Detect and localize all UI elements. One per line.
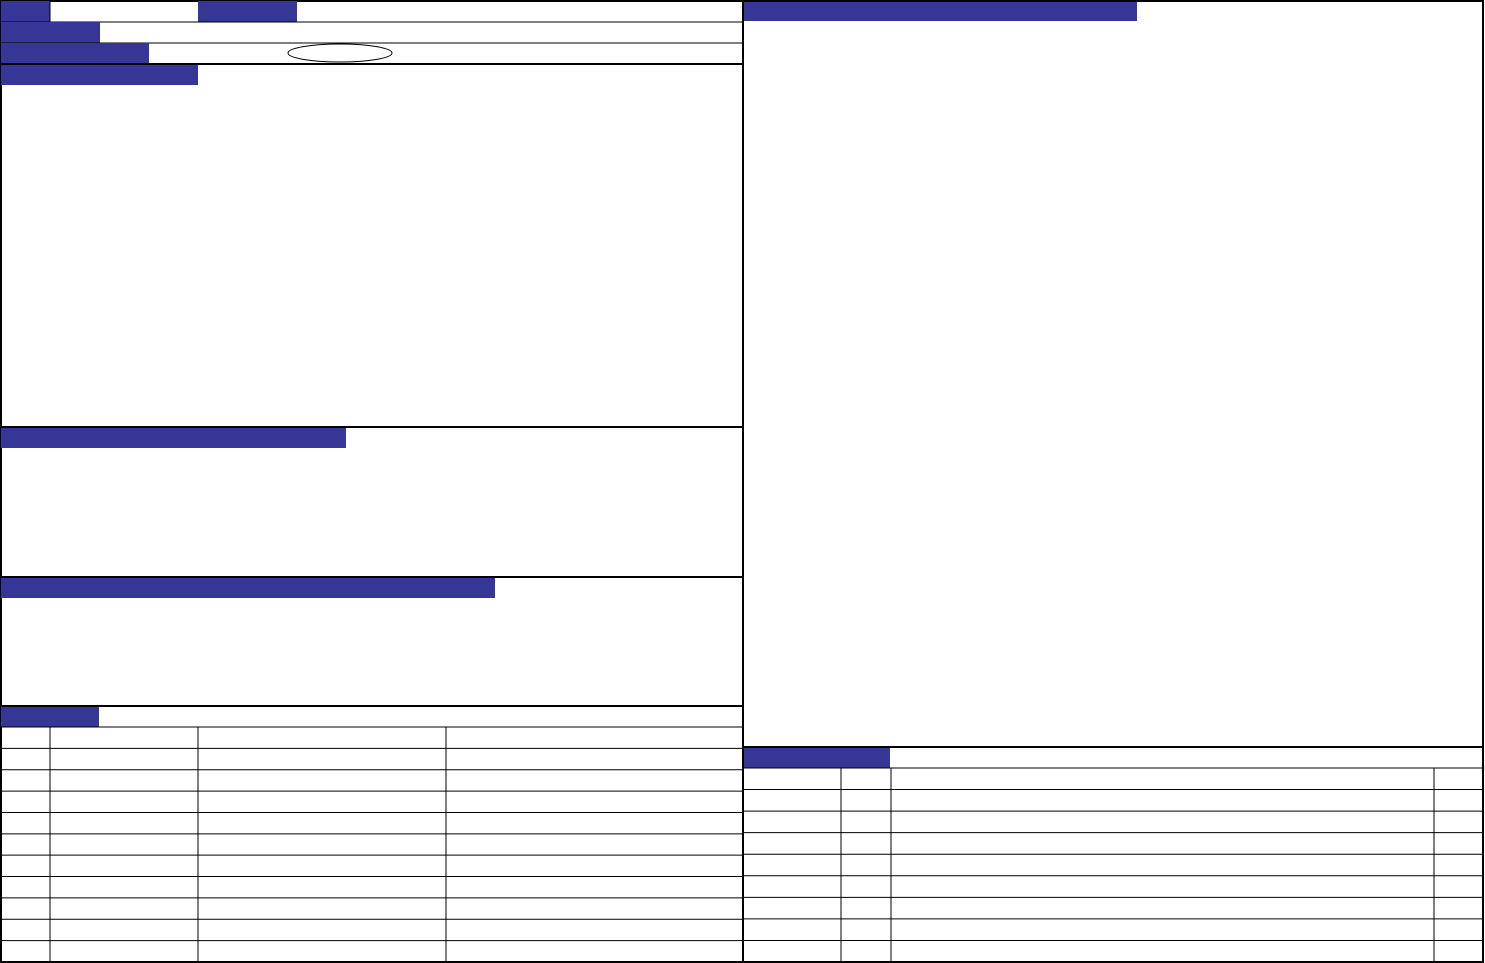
section-header [1, 578, 495, 598]
section-header [1, 65, 198, 85]
field-label [1, 1, 50, 22]
right-panel [742, 0, 1484, 963]
field-label [1, 22, 100, 43]
oval-field [287, 43, 393, 63]
field-label [1, 43, 149, 64]
section-header [744, 748, 890, 768]
field-label [198, 1, 297, 22]
section-header [1, 707, 99, 727]
section-header [744, 2, 1137, 21]
left-panel [0, 0, 744, 963]
section-header [1, 428, 346, 448]
